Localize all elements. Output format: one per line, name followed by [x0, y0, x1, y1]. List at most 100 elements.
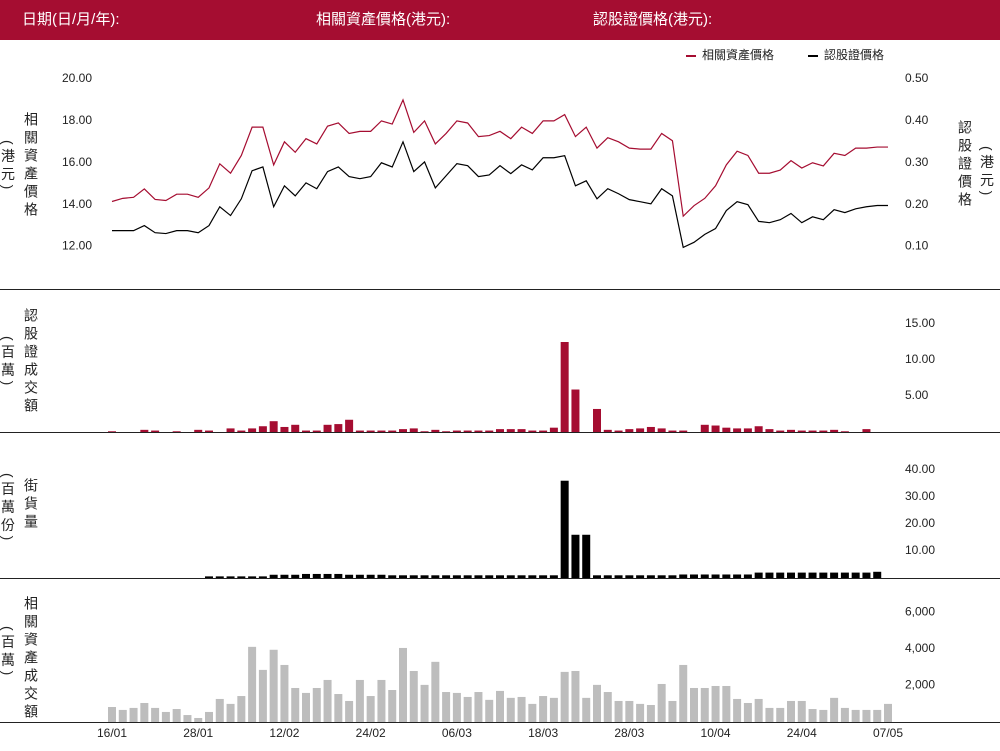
bar: [571, 670, 580, 722]
bar: [646, 704, 655, 722]
bar: [679, 430, 688, 432]
axis-label: (百萬): [0, 336, 16, 389]
bar: [355, 679, 364, 722]
bar: [183, 715, 192, 722]
bar: [474, 692, 483, 722]
bar: [625, 700, 634, 722]
bar: [733, 698, 742, 722]
bar: [560, 480, 569, 578]
bar: [679, 664, 688, 722]
bar: [787, 429, 795, 432]
bar: [280, 574, 289, 578]
bar: [463, 696, 472, 722]
bar: [539, 430, 548, 432]
bar: [539, 696, 548, 722]
y-tick-label: 12.00: [62, 239, 92, 253]
y-tick-label: 0.10: [905, 239, 929, 253]
bar: [873, 709, 882, 722]
underlying-label: 相關資產價格(港元):: [316, 11, 450, 28]
bar: [463, 430, 472, 432]
y-tick-label: 20.00: [905, 516, 935, 530]
bar: [614, 430, 623, 432]
bar: [399, 575, 407, 578]
bar: [711, 574, 720, 578]
bar: [485, 430, 494, 432]
bar: [172, 709, 181, 722]
bar: [474, 575, 483, 578]
bar: [819, 430, 828, 432]
bar: [851, 572, 860, 578]
bar: [593, 575, 601, 578]
bar: [528, 703, 537, 722]
x-tick-label: 12/02: [269, 726, 299, 740]
bar: [496, 690, 504, 722]
bar: [323, 679, 332, 722]
bar: [657, 683, 666, 722]
bar: [442, 692, 451, 722]
bar: [560, 671, 569, 722]
bar: [765, 707, 774, 722]
x-tick-label: 06/03: [442, 726, 472, 740]
bar: [625, 575, 634, 578]
x-tick-label: 24/02: [356, 726, 386, 740]
bar: [485, 699, 494, 722]
bar: [776, 707, 785, 722]
bar: [226, 576, 235, 578]
y-tick-label: 10.00: [905, 543, 935, 557]
bar: [161, 711, 170, 722]
axis-label: 認股證成交額: [23, 308, 39, 416]
bar: [808, 709, 817, 722]
bar: [646, 575, 655, 578]
bar: [323, 424, 332, 432]
bar: [258, 426, 267, 432]
y-tick-label: 18.00: [62, 113, 92, 127]
bar: [108, 431, 116, 432]
bar: [862, 709, 871, 722]
bar: [474, 430, 483, 432]
bar: [506, 697, 515, 722]
bar: [431, 429, 440, 432]
x-tick-label: 24/04: [787, 726, 817, 740]
bar: [517, 429, 526, 432]
axis-label: (港元): [0, 140, 16, 193]
axis-label: (百萬份): [0, 473, 16, 544]
y-tick-label: 14.00: [62, 197, 92, 211]
bar: [549, 697, 558, 722]
bar: [743, 702, 752, 722]
bar: [452, 575, 461, 578]
bar: [636, 428, 645, 432]
bar: [657, 575, 666, 578]
bar: [754, 572, 763, 578]
bar: [711, 685, 720, 722]
bar: [248, 576, 257, 578]
bar: [302, 692, 310, 722]
y-tick-label: 0.40: [905, 113, 929, 127]
axis-label: (港元): [979, 146, 995, 199]
bar: [700, 574, 709, 578]
bar: [517, 575, 526, 578]
bar: [129, 707, 138, 722]
bar: [409, 670, 418, 722]
bar: [312, 430, 321, 432]
bar: [345, 700, 354, 722]
bar: [722, 685, 731, 722]
bar: [690, 687, 698, 722]
bar: [237, 576, 246, 578]
warrant-label: 認股證價格(港元):: [593, 11, 712, 28]
bar: [776, 572, 785, 578]
bar: [690, 574, 698, 578]
bar: [172, 431, 181, 432]
bar: [205, 576, 213, 578]
bar: [334, 694, 343, 722]
bar: [797, 700, 806, 722]
x-tick-label: 16/01: [97, 726, 127, 740]
bar: [646, 426, 655, 432]
bar: [819, 572, 828, 578]
bar: [743, 574, 752, 578]
bar: [797, 572, 806, 578]
bar: [733, 428, 742, 432]
bar: [851, 709, 860, 722]
x-tick-label: 10/04: [701, 726, 731, 740]
